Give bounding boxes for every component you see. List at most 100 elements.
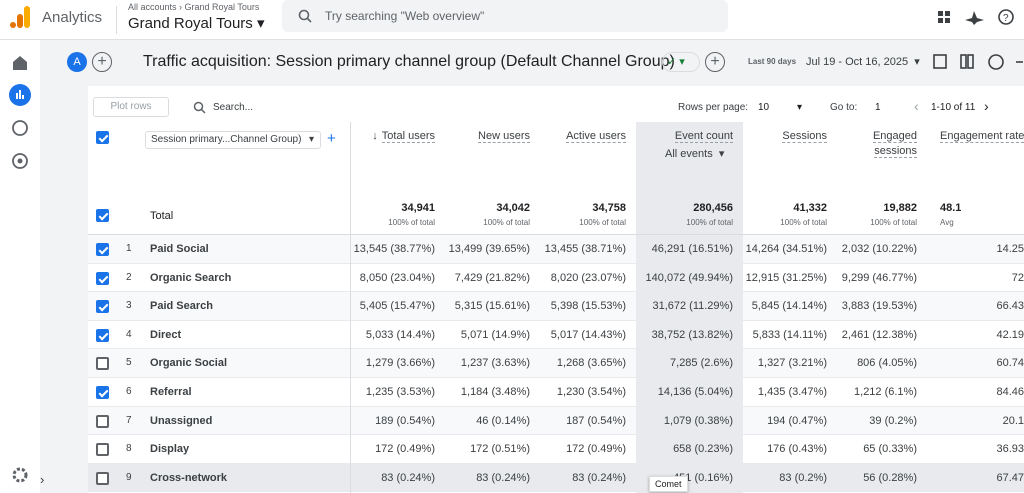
row-divider	[88, 234, 1024, 235]
select-all	[96, 131, 109, 144]
cell: 67.47	[996, 471, 1024, 484]
row-checkbox[interactable]	[96, 414, 109, 428]
cell: 658 (0.23%)	[673, 443, 733, 456]
row-checkbox[interactable]	[96, 271, 109, 285]
dimension-label: Session primary...Channel Group)	[151, 134, 302, 145]
column-header[interactable]: Engagement rate	[940, 129, 1024, 144]
total-note: 100% of total	[780, 218, 827, 227]
column-header[interactable]: Event count	[636, 129, 733, 144]
cell: 2,032 (10.22%)	[841, 243, 917, 255]
add-dimension[interactable]: +	[327, 130, 336, 147]
event-filter[interactable]: All events ▾	[665, 148, 725, 160]
column-header[interactable]: Engaged sessions	[837, 129, 917, 159]
row-name[interactable]: Paid Search	[150, 300, 213, 313]
cell: 5,033 (14.4%)	[365, 328, 435, 341]
row-checkbox[interactable]	[96, 357, 109, 371]
goto-label: Go to:	[830, 102, 858, 113]
top-bar: Analytics All accounts › Grand Royal Tou…	[0, 0, 1024, 40]
total-value: 34,941	[401, 202, 435, 214]
row-name[interactable]: Referral	[150, 386, 192, 398]
row-name[interactable]: Cross-network	[150, 471, 228, 484]
cell: 1,212 (6.1%)	[854, 386, 917, 398]
row-index: 1	[126, 243, 132, 254]
row-bg	[88, 378, 1024, 407]
status-chip[interactable]: ✓ ▾	[662, 52, 700, 72]
cell: 5,845 (14.14%)	[751, 300, 827, 313]
row-checkbox[interactable]	[96, 443, 109, 457]
column-header[interactable]: New users	[445, 129, 530, 144]
property-picker[interactable]: Grand Royal Tours ▾	[128, 15, 265, 32]
prev-page[interactable]: ‹	[914, 98, 919, 114]
column-header[interactable]: Sessions	[743, 129, 827, 144]
breadcrumb-item[interactable]: All accounts	[128, 2, 177, 12]
cell: 3,883 (19.53%)	[841, 300, 917, 313]
dimension-picker[interactable]: Session primary...Channel Group) ▾	[145, 131, 321, 149]
add-button[interactable]: +	[705, 52, 725, 72]
total-label: Total	[150, 210, 174, 222]
search-icon	[298, 9, 312, 23]
row-name[interactable]: Display	[150, 443, 190, 456]
row-name[interactable]: Direct	[150, 328, 182, 341]
search-placeholder: Try searching "Web overview"	[325, 9, 485, 23]
date-picker[interactable]: Jul 19 - Oct 16, 2025 ▾	[806, 56, 920, 68]
top-icons: ?	[938, 9, 1014, 25]
row-checkbox[interactable]	[96, 386, 109, 399]
search-box[interactable]: Try searching "Web overview"	[282, 0, 728, 32]
breadcrumb-item[interactable]: Grand Royal Tours	[184, 2, 260, 12]
cell: 189 (0.54%)	[375, 414, 435, 427]
tooltip: Comet	[649, 476, 688, 492]
column-label: Total users	[381, 130, 435, 143]
cell: 172 (0.51%)	[470, 443, 530, 456]
table-search[interactable]: Search...	[213, 102, 254, 113]
plot-rows-button[interactable]: Plot rows	[93, 97, 169, 117]
cell: 5,017 (14.43%)	[550, 328, 626, 341]
logo	[10, 6, 30, 28]
rows-per-page-select[interactable]: 10 ▾	[758, 102, 802, 113]
avatar[interactable]: A	[67, 52, 87, 72]
row-bg	[88, 406, 1024, 436]
cell: 1,235 (3.53%)	[365, 386, 435, 398]
next-page[interactable]: ›	[984, 98, 989, 114]
total-value: 48.1	[940, 202, 962, 214]
cell: 83 (0.24%)	[381, 471, 435, 484]
cell: 46,291 (16.51%)	[651, 243, 733, 255]
event-column-bg	[636, 122, 743, 493]
total-checkbox[interactable]	[96, 209, 109, 222]
total-value: 34,758	[592, 202, 626, 214]
row-checkbox[interactable]	[96, 300, 109, 314]
column-label: Engagement rate	[940, 130, 1024, 143]
cell: 1,268 (3.65%)	[556, 357, 626, 370]
cell: 14.25	[996, 243, 1024, 255]
cell: 194 (0.47%)	[767, 414, 827, 427]
row-name[interactable]: Organic Search	[150, 271, 232, 284]
page-range: 1-10 of 11	[931, 102, 976, 113]
report-title: Traffic acquisition: Session primary cha…	[143, 53, 675, 70]
cell: 1,237 (3.63%)	[460, 357, 530, 370]
row-index: 9	[126, 471, 132, 483]
column-header[interactable]: Active users	[540, 129, 626, 144]
product-name: Analytics	[42, 9, 103, 26]
row-name[interactable]: Unassigned	[150, 414, 213, 427]
row-name[interactable]: Organic Social	[150, 357, 228, 370]
cell: 5,405 (15.47%)	[359, 300, 435, 313]
row-bg	[88, 349, 1024, 378]
row-checkbox[interactable]	[96, 328, 109, 342]
cell: 83 (0.24%)	[476, 471, 530, 484]
goto-input[interactable]: 1	[875, 102, 881, 113]
cell: 36.93	[996, 443, 1024, 456]
row-checkbox[interactable]	[96, 243, 109, 256]
row-checkbox[interactable]	[96, 471, 109, 485]
cell: 187 (0.54%)	[566, 414, 626, 427]
row-index: 3	[126, 300, 132, 312]
column-header[interactable]: ↓ Total users	[372, 130, 435, 143]
row-name[interactable]: Paid Social	[150, 243, 209, 255]
expand-button[interactable]: ›	[40, 472, 45, 487]
add-comparison[interactable]: +	[92, 52, 112, 72]
cell: 172 (0.49%)	[566, 443, 626, 456]
column-label: Sessions	[782, 130, 827, 143]
row-bg	[88, 320, 1024, 350]
cell: 14,136 (5.04%)	[657, 386, 733, 398]
cell: 1,079 (0.38%)	[663, 414, 733, 427]
divider	[350, 122, 351, 493]
